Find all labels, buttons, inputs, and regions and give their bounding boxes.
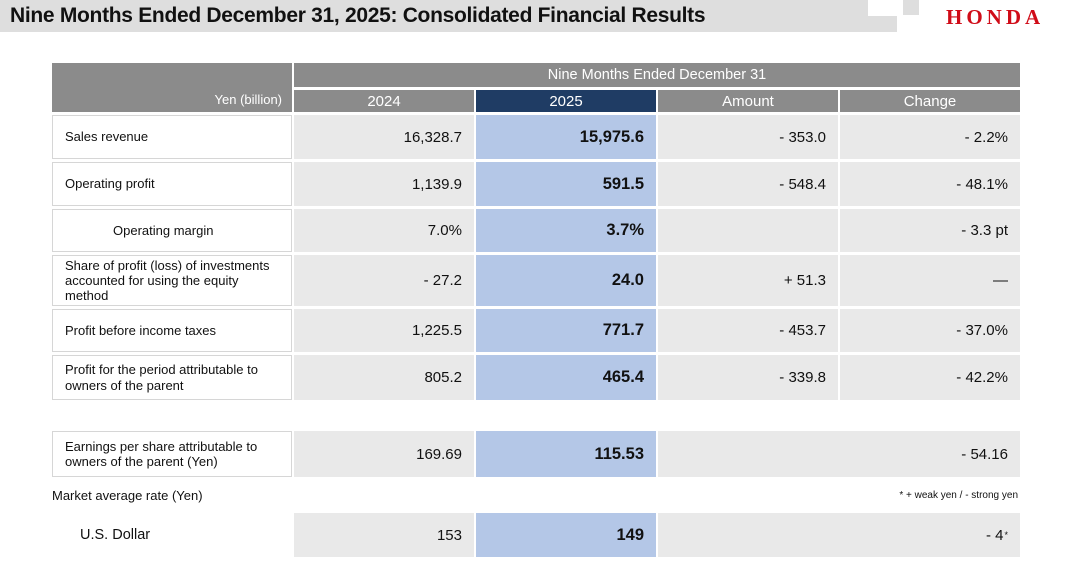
eps-value-2024: 169.69	[294, 431, 474, 477]
value-2025: 465.4	[476, 355, 656, 400]
yen-footnote: * + weak yen / - strong yen	[899, 489, 1018, 501]
value-2025: 15,975.6	[476, 115, 656, 159]
value-2024: 16,328.7	[294, 115, 474, 159]
usd-value-2025: 149	[476, 513, 656, 557]
value-2024: 7.0%	[294, 209, 474, 252]
honda-logo: HONDA	[946, 5, 1045, 29]
value-amount: + 51.3	[658, 255, 838, 306]
value-2025: 591.5	[476, 162, 656, 206]
market-rate-label: Market average rate (Yen)	[52, 487, 203, 503]
page-title: Nine Months Ended December 31, 2025: Con…	[10, 4, 706, 27]
pixel-mosaic-decoration	[903, 0, 919, 15]
financial-results-table: Yen (billion) Nine Months Ended December…	[52, 63, 1020, 557]
row-label-usd: U.S. Dollar	[80, 527, 151, 543]
usd-change-merged: - 4 *	[658, 513, 1020, 557]
value-amount: - 548.4	[658, 162, 838, 206]
usd-change-value: - 4	[985, 526, 1004, 544]
value-2025: 3.7%	[476, 209, 656, 252]
value-2025: 771.7	[476, 309, 656, 352]
row-label-eps: Earnings per share attributable to owner…	[52, 431, 292, 477]
results-grid: Yen (billion) Nine Months Ended December…	[52, 63, 1020, 557]
value-2024: - 27.2	[294, 255, 474, 306]
row-label: Profit for the period attributable to ow…	[52, 355, 292, 400]
value-change: - 2.2%	[840, 115, 1020, 159]
eps-value-2025: 115.53	[476, 431, 656, 477]
value-amount: - 353.0	[658, 115, 838, 159]
value-2024: 1,225.5	[294, 309, 474, 352]
row-label: Sales revenue	[52, 115, 292, 159]
pixel-mosaic-decoration	[868, 16, 884, 32]
value-2025: 24.0	[476, 255, 656, 306]
value-change: - 37.0%	[840, 309, 1020, 352]
value-amount: - 339.8	[658, 355, 838, 400]
row-label: Share of profit (loss) of investments ac…	[52, 255, 292, 306]
group-header: Nine Months Ended December 31	[294, 63, 1020, 87]
row-label: Profit before income taxes	[52, 309, 292, 352]
column-header-change: Change	[840, 90, 1020, 112]
row-label: Operating margin	[52, 209, 292, 252]
column-header-amount: Amount	[658, 90, 838, 112]
value-change: - 42.2%	[840, 355, 1020, 400]
eps-change-merged: - 54.16	[658, 431, 1020, 477]
column-header-2024: 2024	[294, 90, 474, 112]
row-label: Operating profit	[52, 162, 292, 206]
value-2024: 1,139.9	[294, 162, 474, 206]
unit-label-cell: Yen (billion)	[52, 63, 292, 112]
value-amount: - 453.7	[658, 309, 838, 352]
column-header-2025: 2025	[476, 90, 656, 112]
value-change: - 48.1%	[840, 162, 1020, 206]
value-change: - 3.3 pt	[840, 209, 1020, 252]
value-amount	[658, 209, 838, 252]
title-band	[0, 0, 868, 32]
value-2024: 805.2	[294, 355, 474, 400]
pixel-mosaic-decoration	[884, 16, 897, 32]
value-change: —	[840, 255, 1020, 306]
usd-value-2024: 153	[294, 513, 474, 557]
